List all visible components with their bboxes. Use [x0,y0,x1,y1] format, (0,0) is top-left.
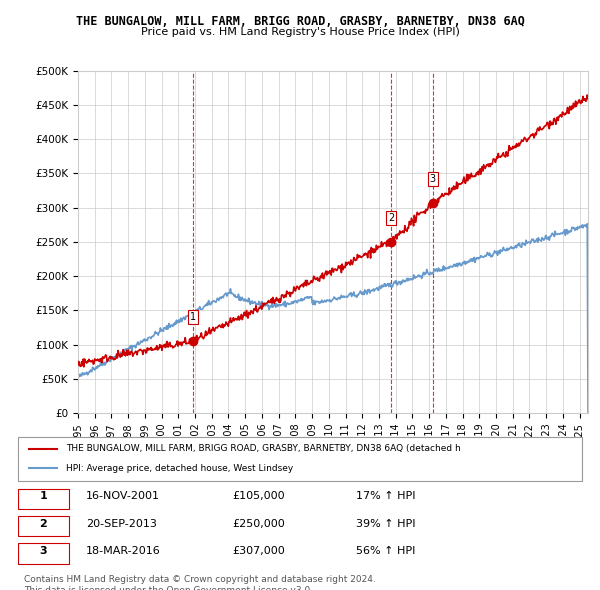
Text: £105,000: £105,000 [232,491,285,502]
Text: £307,000: £307,000 [232,546,285,556]
Text: THE BUNGALOW, MILL FARM, BRIGG ROAD, GRASBY, BARNETBY, DN38 6AQ (detached h: THE BUNGALOW, MILL FARM, BRIGG ROAD, GRA… [66,444,461,454]
Text: THE BUNGALOW, MILL FARM, BRIGG ROAD, GRASBY, BARNETBY, DN38 6AQ: THE BUNGALOW, MILL FARM, BRIGG ROAD, GRA… [76,15,524,28]
Text: 2: 2 [40,519,47,529]
Text: 1: 1 [40,491,47,502]
Text: 20-SEP-2013: 20-SEP-2013 [86,519,157,529]
FancyBboxPatch shape [18,437,582,481]
Text: 3: 3 [430,173,436,183]
Text: 39% ↑ HPI: 39% ↑ HPI [356,519,416,529]
Text: 17% ↑ HPI: 17% ↑ HPI [356,491,416,502]
Text: 1: 1 [190,312,196,322]
Text: 18-MAR-2016: 18-MAR-2016 [86,546,160,556]
Text: £250,000: £250,000 [232,519,285,529]
Text: Price paid vs. HM Land Registry's House Price Index (HPI): Price paid vs. HM Land Registry's House … [140,27,460,37]
Text: 56% ↑ HPI: 56% ↑ HPI [356,546,416,556]
Text: Contains HM Land Registry data © Crown copyright and database right 2024.
This d: Contains HM Land Registry data © Crown c… [24,575,376,590]
FancyBboxPatch shape [18,489,69,509]
Text: 16-NOV-2001: 16-NOV-2001 [86,491,160,502]
Text: 2: 2 [388,213,394,223]
FancyBboxPatch shape [18,543,69,564]
Text: 3: 3 [40,546,47,556]
FancyBboxPatch shape [18,516,69,536]
Text: HPI: Average price, detached house, West Lindsey: HPI: Average price, detached house, West… [66,464,293,473]
